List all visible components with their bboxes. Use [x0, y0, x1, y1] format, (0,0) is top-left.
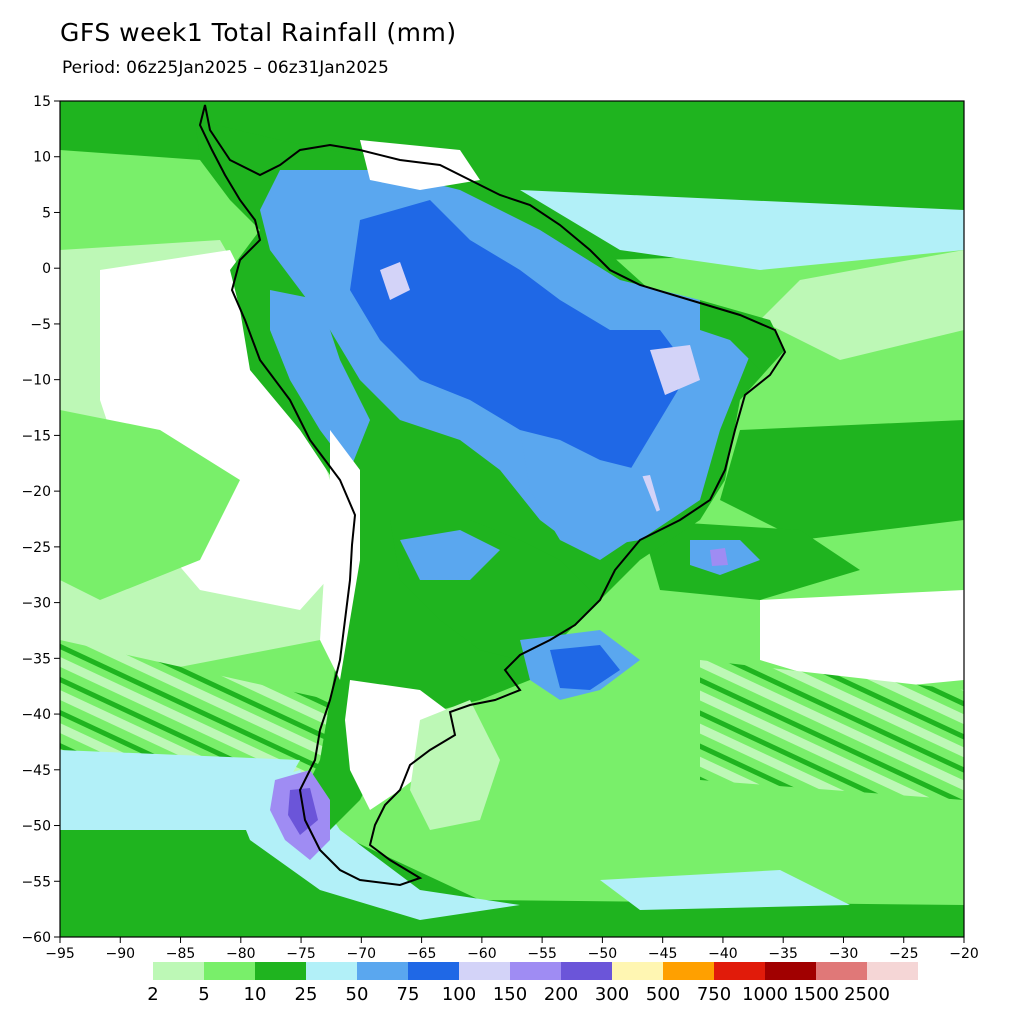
legend-label: 300 — [595, 984, 629, 1005]
amazon-peak-2 — [650, 345, 700, 395]
x-tick-label: −60 — [467, 946, 497, 962]
amazon-peak-1 — [380, 262, 410, 300]
x-tick-label: −80 — [226, 946, 256, 962]
y-tick-label: −40 — [21, 707, 51, 723]
legend-label: 200 — [544, 984, 578, 1005]
legend-swatch — [357, 962, 408, 980]
sacz-peak — [710, 548, 728, 566]
legend-swatch — [561, 962, 612, 980]
y-tick-label: −35 — [21, 651, 51, 667]
legend-label: 2500 — [844, 984, 890, 1005]
legend-swatch — [816, 962, 867, 980]
legend-label: 10 — [244, 984, 267, 1005]
legend-swatch — [612, 962, 663, 980]
legend-swatch — [153, 962, 204, 980]
legend-swatch — [255, 962, 306, 980]
falklands-light — [600, 870, 850, 910]
atlantic-dry-zone — [760, 590, 964, 690]
x-tick-label: −65 — [407, 946, 437, 962]
legend-swatch — [765, 962, 816, 980]
x-tick-label: −20 — [949, 946, 979, 962]
patagonia-dry — [345, 680, 460, 810]
legend-swatch — [306, 962, 357, 980]
x-tick-label: −45 — [648, 946, 678, 962]
legend-swatch — [663, 962, 714, 980]
uruguay-core — [550, 645, 620, 690]
legend-swatch — [714, 962, 765, 980]
y-tick-label: −20 — [21, 484, 51, 500]
itcz-light-band — [520, 190, 964, 270]
venezuela-dry — [360, 140, 480, 190]
y-tick-label: 15 — [33, 94, 51, 110]
x-tick-label: −25 — [889, 946, 919, 962]
y-tick-label: −45 — [21, 763, 51, 779]
y-axis: 15 10 5 0 −5 −10 −15 −20 −25 −30 −35 −40 −45 −50 −55 −6… — [21, 94, 60, 946]
andes-rain — [270, 290, 370, 470]
legend-label: 2 — [147, 984, 158, 1005]
pacific-patch — [60, 410, 240, 600]
map-title: GFS week1 Total Rainfall (mm) — [60, 18, 457, 47]
y-tick-label: 5 — [42, 205, 51, 221]
atlantic-streaks — [700, 660, 964, 800]
central-brazil-rain — [520, 430, 660, 560]
x-tick-label: −75 — [286, 946, 316, 962]
legend-label: 1500 — [793, 984, 839, 1005]
y-tick-label: −5 — [30, 317, 51, 333]
northeast-brazil — [700, 300, 785, 370]
x-axis: −95 −90 −85 −80 −75 −70 −65 −60 −55 −50 −45 −40 −35 −… — [45, 937, 979, 962]
atacama-dry — [320, 430, 360, 680]
plot-frame — [59, 100, 965, 938]
legend-label: 50 — [346, 984, 369, 1005]
legend-label: 5 — [198, 984, 209, 1005]
y-tick-label: 0 — [42, 261, 51, 277]
x-tick-label: −85 — [166, 946, 196, 962]
legend-swatch — [510, 962, 561, 980]
patagonia-light — [410, 700, 500, 830]
legend-label: 150 — [493, 984, 527, 1005]
legend-label: 25 — [295, 984, 318, 1005]
legend-swatch — [408, 962, 459, 980]
amazon-core — [350, 200, 690, 500]
y-tick-label: 10 — [33, 150, 51, 166]
y-tick-label: −15 — [21, 428, 51, 444]
y-tick-label: −25 — [21, 540, 51, 556]
y-tick-label: −50 — [21, 819, 51, 835]
atlantic-band-1 — [720, 420, 964, 540]
paraguay-rain — [400, 530, 500, 580]
x-tick-label: −40 — [708, 946, 738, 962]
x-tick-label: −95 — [45, 946, 75, 962]
legend-label: 1000 — [742, 984, 788, 1005]
legend-label: 500 — [646, 984, 680, 1005]
x-tick-label: −55 — [527, 946, 557, 962]
atlantic-light-1 — [760, 250, 964, 360]
y-tick-label: −10 — [21, 373, 51, 389]
legend-swatch — [459, 962, 510, 980]
legend-swatch — [204, 962, 255, 980]
x-tick-label: −30 — [829, 946, 859, 962]
x-tick-label: −90 — [105, 946, 135, 962]
y-tick-label: −55 — [21, 874, 51, 890]
x-tick-label: −35 — [768, 946, 798, 962]
legend-label: 750 — [697, 984, 731, 1005]
coastline — [198, 104, 787, 887]
x-tick-label: −50 — [588, 946, 618, 962]
legend-swatch — [867, 962, 918, 980]
rainfall-field — [60, 101, 964, 937]
color-legend: 2 5 10 25 50 75 100 150 200 300 500 750 1000 1500 2500 — [147, 962, 918, 1005]
y-tick-label: −30 — [21, 596, 51, 612]
legend-label: 100 — [442, 984, 476, 1005]
legend-label: 75 — [397, 984, 420, 1005]
map-subtitle: Period: 06z25Jan2025 – 06z31Jan2025 — [62, 58, 389, 78]
x-tick-label: −70 — [347, 946, 377, 962]
y-tick-label: −60 — [21, 930, 51, 946]
